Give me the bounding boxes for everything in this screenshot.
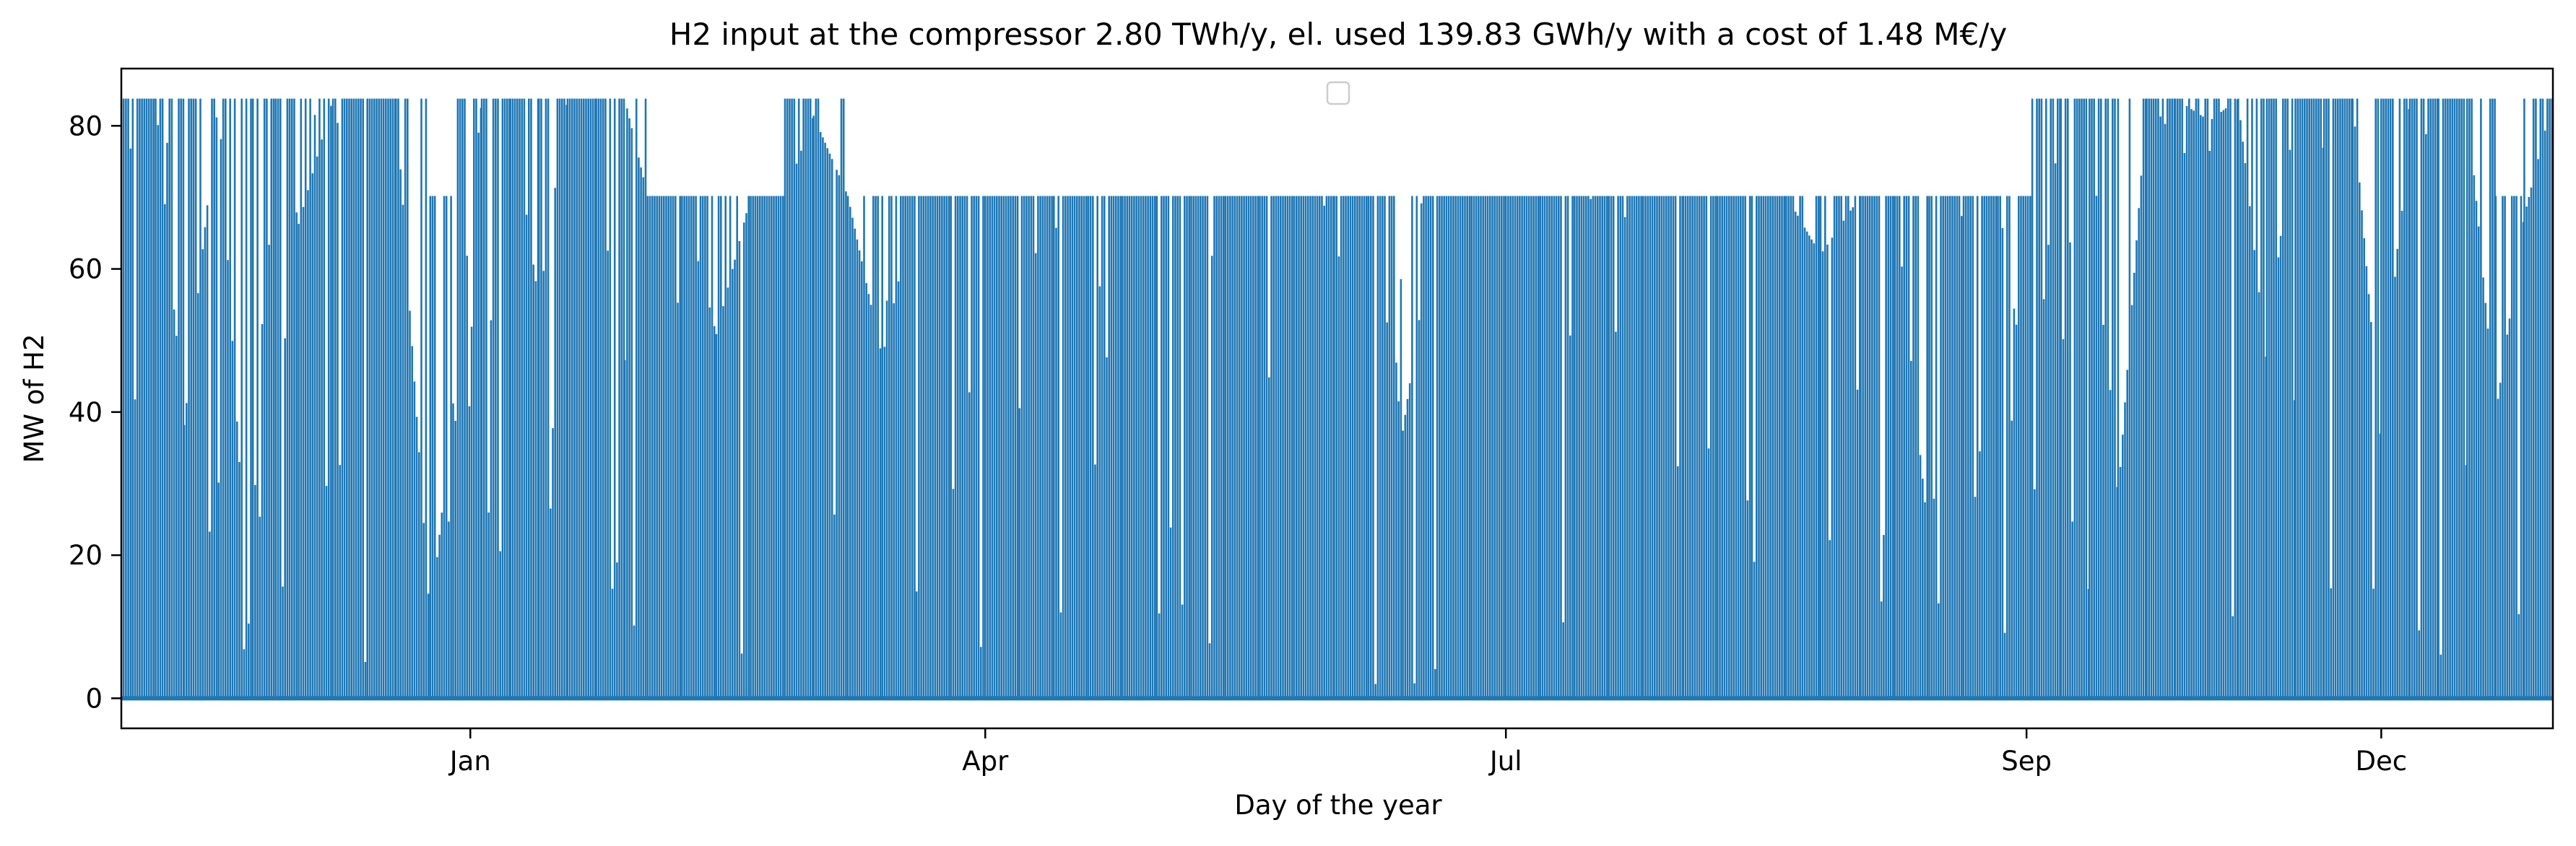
chart-title: H2 input at the compressor 2.80 TWh/y, e… [669,17,2008,52]
plot-area [120,67,2554,730]
series-line [121,98,2553,699]
x-axis: Jan Apr Jul Sep Dec [448,728,2407,777]
x-tick-label: Jan [448,746,491,777]
y-tick-label: 60 [69,254,103,285]
x-tick-label: Dec [2356,746,2408,777]
x-tick-label: Apr [962,746,1009,777]
y-tick-label: 0 [85,683,103,714]
legend [1326,81,1350,105]
x-tick-label: Sep [2001,746,2052,777]
x-axis-label: Day of the year [1234,790,1442,821]
y-tick-label: 40 [69,397,103,428]
y-axis-label: MW of H2 [19,333,50,463]
y-axis: 0 20 40 60 80 [69,110,121,714]
y-tick-label: 20 [69,540,103,571]
x-tick-label: Jul [1488,746,1522,777]
y-tick-label: 80 [69,110,103,141]
